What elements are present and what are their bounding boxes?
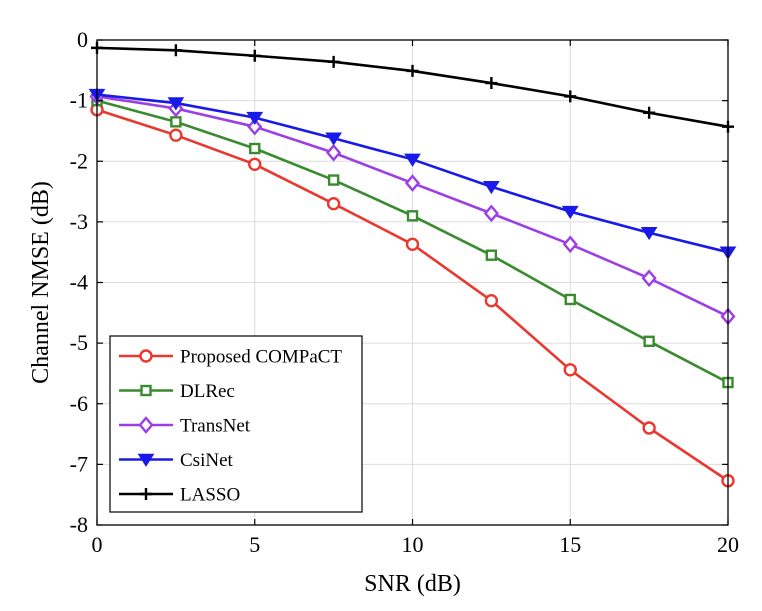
data-point-transnet	[404, 174, 421, 192]
x-axis-label: SNR (dB)	[364, 571, 461, 597]
data-point-csinet	[246, 111, 264, 125]
y-tick-label: 0	[77, 27, 88, 52]
x-tick-label: 20	[717, 532, 739, 557]
data-point-csinet	[325, 132, 342, 146]
data-point-dlrec	[564, 293, 576, 306]
y-tick-label: -5	[70, 330, 88, 355]
data-point-proposed-compact	[169, 128, 183, 142]
legend: Proposed COMPaCT DLRec TransNet CsiNet LASSO	[109, 335, 363, 513]
data-point-transnet	[326, 143, 342, 162]
y-tick-label: -1	[70, 88, 88, 113]
data-point-transnet	[247, 117, 263, 136]
data-point-transnet	[641, 269, 657, 288]
data-point-proposed-compact	[405, 237, 420, 252]
data-point-proposed-compact	[248, 157, 262, 171]
data-point-dlrec	[406, 210, 419, 222]
legend-item-transnet: TransNet	[119, 416, 251, 437]
data-point-proposed-compact	[484, 293, 499, 308]
legend-label: LASSO	[180, 485, 240, 506]
axes: 0 5 10 15 20 0 -1 -2 -3 -4 -5 -6 -7 -8 SNR (dB) Channel…	[28, 27, 739, 597]
data-point-csinet	[483, 180, 500, 195]
data-point-proposed-compact	[642, 421, 656, 435]
legend-item-proposed-compact: Proposed COMPaCT	[119, 347, 342, 368]
y-tick-label: -6	[70, 391, 88, 416]
data-point-lasso	[643, 106, 656, 119]
legend-marker	[139, 349, 153, 363]
x-tick-label: 0	[92, 532, 103, 557]
y-tick-label: -8	[70, 512, 88, 537]
x-tick-label: 15	[559, 532, 581, 557]
legend-label: Proposed COMPaCT	[180, 347, 342, 368]
x-tick-label: 10	[402, 532, 424, 557]
x-tick-label: 5	[249, 532, 260, 557]
data-point-proposed-compact	[326, 196, 341, 211]
data-point-lasso	[564, 90, 577, 103]
data-point-csinet	[640, 227, 658, 241]
legend-item-csinet: CsiNet	[119, 450, 234, 471]
data-point-lasso	[406, 64, 419, 77]
data-point-lasso	[248, 49, 261, 62]
legend-item-lasso: LASSO	[119, 485, 240, 506]
data-point-csinet	[561, 205, 579, 219]
y-tick-label: -2	[70, 148, 88, 173]
y-axis-label: Channel NMSE (dB)	[28, 181, 54, 384]
legend-label: DLRec	[180, 381, 235, 402]
data-point-lasso	[169, 44, 182, 57]
data-point-csinet	[404, 153, 421, 167]
y-tick-label: -7	[70, 451, 88, 476]
y-tick-label: -3	[70, 209, 88, 234]
data-point-csinet	[167, 97, 185, 111]
legend-marker	[137, 453, 155, 467]
data-point-dlrec	[249, 142, 261, 155]
data-point-transnet	[483, 204, 499, 223]
data-point-dlrec	[170, 116, 182, 128]
data-point-transnet	[562, 235, 578, 254]
data-point-lasso	[327, 55, 340, 68]
series-transnet	[89, 87, 736, 326]
legend-item-dlrec: DLRec	[119, 381, 235, 402]
data-point-dlrec	[327, 174, 340, 186]
legend-label: CsiNet	[180, 450, 234, 471]
data-point-proposed-compact	[563, 363, 577, 377]
data-point-lasso	[485, 77, 498, 90]
series-proposed-compact	[90, 103, 735, 488]
legend-marker	[138, 416, 154, 434]
legend-marker	[140, 384, 152, 397]
y-tick-label: -4	[70, 270, 88, 295]
data-point-dlrec	[643, 335, 655, 348]
legend-marker	[140, 488, 152, 500]
data-point-dlrec	[485, 249, 498, 261]
legend-label: TransNet	[180, 416, 251, 437]
